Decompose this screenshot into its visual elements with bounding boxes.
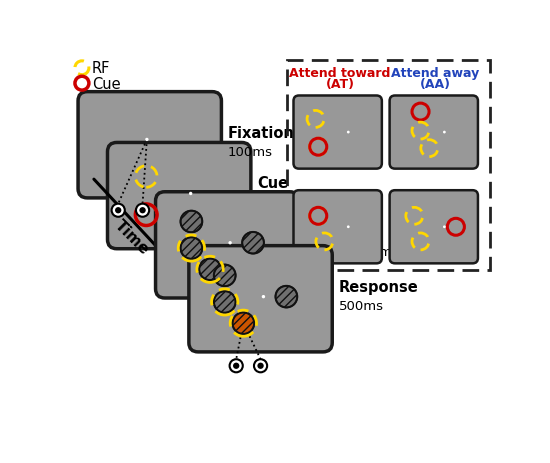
Circle shape bbox=[229, 359, 243, 373]
Circle shape bbox=[145, 138, 149, 142]
Circle shape bbox=[189, 192, 192, 196]
Circle shape bbox=[276, 286, 297, 308]
FancyBboxPatch shape bbox=[389, 96, 478, 169]
Text: In: In bbox=[329, 143, 338, 152]
Circle shape bbox=[214, 265, 235, 287]
FancyBboxPatch shape bbox=[294, 96, 382, 169]
Text: Stimulus: Stimulus bbox=[305, 225, 377, 240]
FancyBboxPatch shape bbox=[389, 191, 478, 264]
Circle shape bbox=[199, 259, 221, 281]
Text: Cue: Cue bbox=[92, 76, 120, 92]
Circle shape bbox=[347, 131, 350, 134]
Bar bbox=[287, 61, 491, 270]
Circle shape bbox=[180, 211, 202, 233]
Text: (AA): (AA) bbox=[420, 78, 451, 91]
Text: 100ms: 100ms bbox=[228, 145, 273, 158]
Text: 500ms: 500ms bbox=[338, 299, 383, 312]
FancyBboxPatch shape bbox=[294, 191, 382, 264]
Circle shape bbox=[228, 242, 232, 245]
Text: Time: Time bbox=[112, 217, 152, 257]
Text: 1500–2500ms: 1500–2500ms bbox=[305, 245, 399, 258]
Text: 400ms: 400ms bbox=[257, 196, 302, 209]
Circle shape bbox=[262, 295, 265, 299]
Circle shape bbox=[136, 204, 149, 217]
Text: Attend toward: Attend toward bbox=[289, 67, 391, 80]
Circle shape bbox=[257, 363, 263, 369]
FancyBboxPatch shape bbox=[156, 192, 299, 298]
Text: Fixation: Fixation bbox=[228, 125, 294, 140]
Text: (AT): (AT) bbox=[326, 78, 355, 91]
Circle shape bbox=[242, 232, 264, 254]
Circle shape bbox=[443, 226, 446, 229]
Text: Response: Response bbox=[338, 279, 418, 294]
FancyBboxPatch shape bbox=[107, 143, 251, 249]
Circle shape bbox=[214, 292, 235, 313]
Text: RF: RF bbox=[92, 61, 111, 76]
Text: Cue: Cue bbox=[257, 176, 288, 191]
Circle shape bbox=[115, 207, 122, 214]
Circle shape bbox=[233, 313, 254, 334]
Circle shape bbox=[254, 359, 267, 373]
Text: Attend away: Attend away bbox=[392, 67, 480, 80]
Circle shape bbox=[443, 131, 446, 134]
Circle shape bbox=[233, 363, 239, 369]
FancyBboxPatch shape bbox=[78, 93, 222, 199]
Circle shape bbox=[347, 226, 350, 229]
Circle shape bbox=[180, 238, 202, 259]
FancyBboxPatch shape bbox=[189, 246, 332, 352]
Circle shape bbox=[139, 207, 146, 214]
Circle shape bbox=[112, 204, 125, 217]
Text: Out: Out bbox=[304, 99, 322, 109]
